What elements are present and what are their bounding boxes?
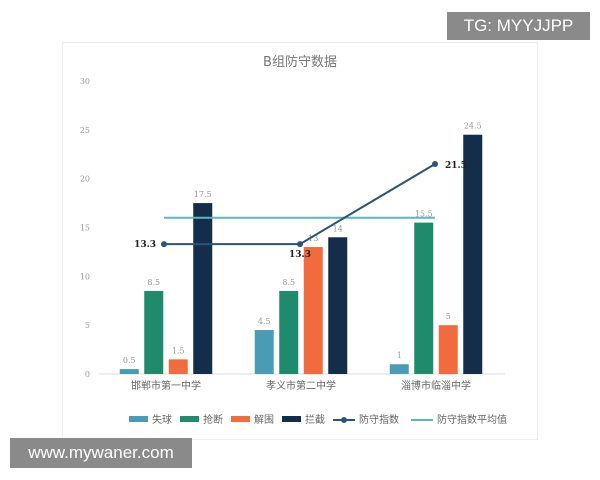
x-tick-label: 淄博市临淄中学: [401, 379, 471, 392]
legend-label: 拦截: [305, 413, 325, 426]
bar-失球: [254, 330, 274, 374]
legend-label: 抢断: [203, 413, 223, 426]
chart-title: B组防守数据: [263, 54, 337, 70]
bar-解围: [438, 325, 458, 374]
bar-抢断: [279, 290, 299, 374]
bar-data-label: 0.5: [123, 356, 136, 365]
bar-data-label: 1: [397, 351, 402, 360]
bar-data-label: 13: [308, 234, 318, 243]
defense-index-label: 13.3: [134, 240, 156, 250]
legend-swatch-解围: [231, 416, 250, 422]
y-tick-label: 20: [80, 175, 90, 184]
defense-index-point: [161, 241, 167, 248]
y-tick-label: 15: [80, 224, 90, 233]
bar-data-label: 4.5: [258, 317, 271, 326]
bar-data-label: 15.5: [415, 210, 433, 219]
bar-data-label: 14: [333, 224, 343, 233]
defense-index-point: [297, 241, 303, 248]
legend-swatch-抢断: [180, 416, 199, 422]
defense-index-point: [432, 161, 438, 168]
bar-data-label: 8.5: [147, 278, 160, 287]
bar-data-label: 17.5: [194, 190, 212, 199]
bar-抢断: [414, 222, 434, 374]
legend-swatch-失球: [129, 416, 148, 422]
legend-marker: [341, 417, 347, 423]
bar-失球: [389, 364, 409, 374]
legend-label: 解围: [254, 413, 274, 426]
y-tick-label: 25: [80, 126, 90, 135]
bar-抢断: [144, 290, 164, 374]
watermark-bottom: www.mywaner.com: [10, 438, 192, 468]
x-tick-label: 孝义市第二中学: [266, 379, 336, 392]
chart-card: B组防守数据 0 5 10 15 20 25 30 邯郸市第一中学 孝义市第二中学 淄博市临淄中学 0…: [62, 42, 538, 440]
legend-label: 防守指数平均值: [437, 413, 507, 426]
y-tick-label: 10: [80, 272, 90, 281]
x-tick-label: 邯郸市第一中学: [131, 379, 201, 392]
defense-index-label: 13.3: [289, 250, 311, 260]
legend-label: 失球: [152, 413, 172, 426]
legend-label: 防守指数: [359, 413, 399, 426]
y-tick-label: 0: [85, 370, 90, 379]
defense-index-label: 21.5: [445, 161, 467, 171]
bar-data-label: 5: [446, 312, 451, 321]
y-tick-label: 5: [85, 321, 90, 330]
bar-拦截: [463, 134, 483, 374]
bar-解围: [168, 359, 188, 374]
y-tick-label: 30: [80, 77, 90, 86]
watermark-top: TG: MYYJJPP: [447, 12, 590, 40]
bar-拦截: [328, 237, 348, 374]
bar-data-label: 8.5: [282, 278, 295, 287]
bar-解围: [303, 247, 323, 374]
legend-swatch-拦截: [282, 416, 301, 422]
bar-拦截: [193, 203, 213, 374]
bar-失球: [119, 369, 139, 374]
bar-data-label: 24.5: [464, 122, 482, 131]
bar-data-label: 1.5: [172, 346, 185, 355]
